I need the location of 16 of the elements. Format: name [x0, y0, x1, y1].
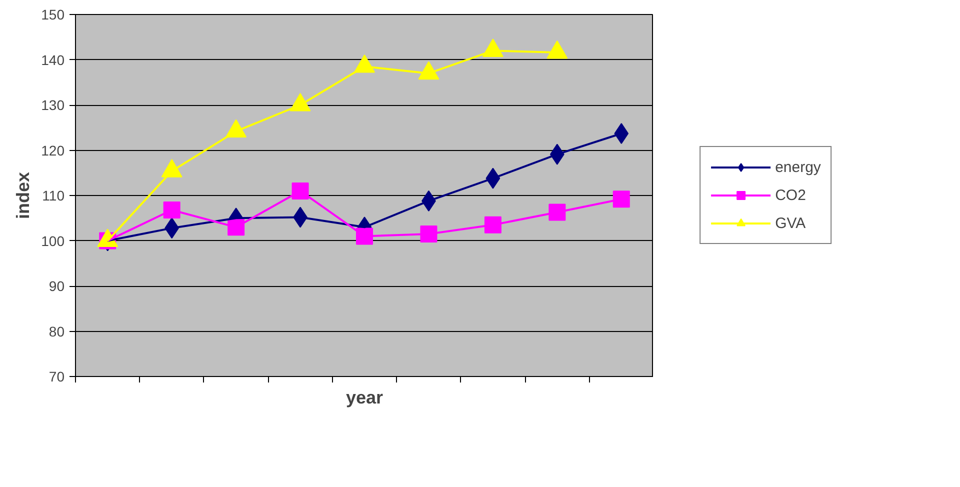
legend-label: energy [775, 158, 821, 176]
y-axis-title: index [13, 172, 34, 220]
y-tick-label: 140 [41, 52, 65, 68]
x-axis-title: year [346, 388, 384, 408]
y-tick-label: 150 [41, 6, 65, 22]
point [546, 40, 568, 59]
legend-label: CO2 [775, 186, 806, 204]
y-tick-label: 130 [41, 97, 65, 113]
point [612, 190, 630, 208]
y-tick-label: 110 [42, 188, 65, 204]
y-tick-label: 100 [41, 232, 65, 249]
y-tick-label: 80 [48, 323, 65, 340]
legend-label: GVA [775, 214, 806, 232]
y-tick-label: 90 [48, 278, 65, 294]
y-tick-label: 120 [41, 142, 65, 158]
y-tick-label: 70 [48, 368, 65, 384]
